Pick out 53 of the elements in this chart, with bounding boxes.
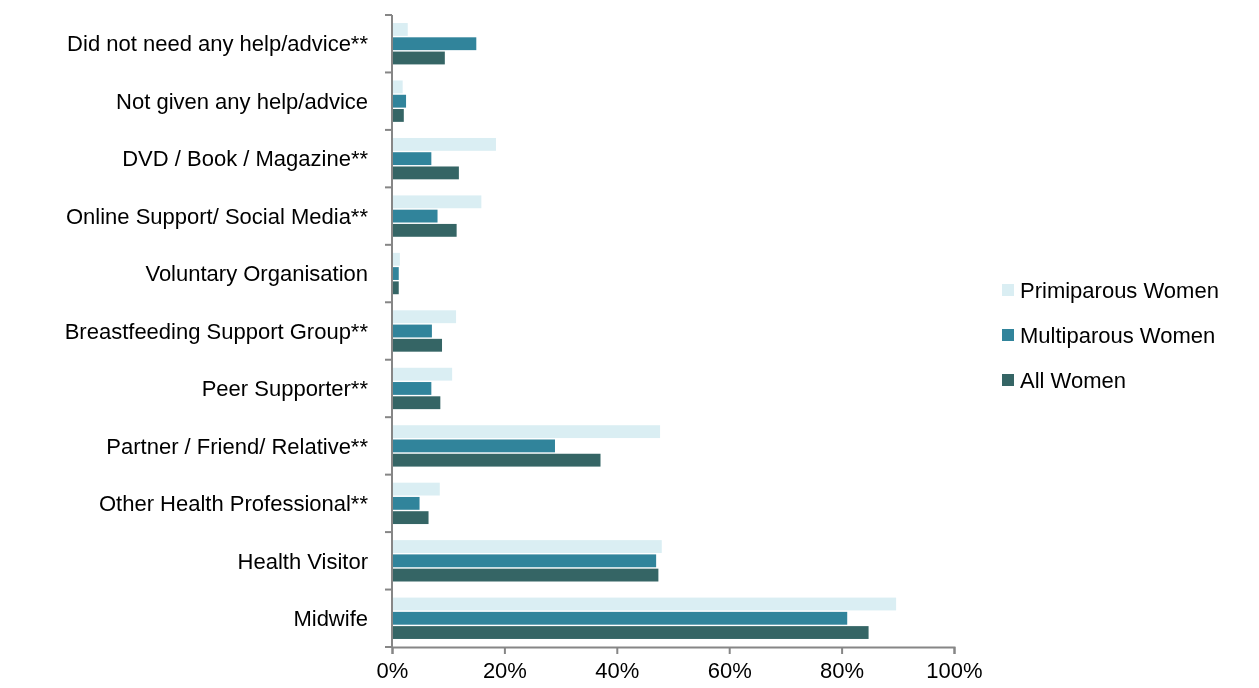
y-tick-label: Online Support/ Social Media** bbox=[65, 203, 369, 229]
y-tick-label: Midwife bbox=[293, 605, 368, 631]
x-tick-label: 80% bbox=[820, 657, 865, 683]
y-tick-label: Not given any help/advice bbox=[116, 88, 368, 114]
bar bbox=[392, 568, 659, 582]
bar bbox=[392, 37, 477, 51]
bar bbox=[392, 267, 399, 280]
bar bbox=[392, 152, 432, 166]
bar bbox=[392, 597, 897, 611]
y-tick-label: Did not need any help/advice** bbox=[67, 31, 369, 57]
legend-label: All Women bbox=[1020, 367, 1126, 393]
bar bbox=[392, 324, 432, 338]
y-tick-label: DVD / Book / Magazine** bbox=[122, 146, 369, 172]
bar bbox=[392, 252, 400, 266]
bar bbox=[392, 51, 445, 65]
bar bbox=[392, 23, 408, 36]
y-tick-label: Partner / Friend/ Relative** bbox=[106, 433, 369, 459]
bar bbox=[392, 482, 440, 496]
bar bbox=[392, 382, 432, 395]
bar bbox=[392, 109, 404, 122]
bar bbox=[392, 611, 848, 625]
bar bbox=[392, 209, 438, 223]
bar bbox=[392, 195, 482, 209]
bar bbox=[392, 425, 661, 439]
bar bbox=[392, 338, 443, 352]
legend-label: Primiparous Women bbox=[1020, 277, 1219, 303]
x-tick-label: 20% bbox=[482, 657, 527, 683]
bar bbox=[392, 80, 403, 94]
y-tick-label: Breastfeeding Support Group** bbox=[64, 318, 369, 344]
bar bbox=[392, 626, 869, 639]
y-tick-label: Other Health Professional** bbox=[98, 491, 369, 517]
bar bbox=[392, 439, 555, 453]
y-tick-label: Peer Supporter** bbox=[201, 376, 369, 402]
y-tick-label: Voluntary Organisation bbox=[145, 261, 368, 287]
bar bbox=[392, 137, 496, 151]
bar bbox=[392, 396, 441, 410]
bar bbox=[392, 540, 662, 553]
legend-label: Multiparous Women bbox=[1020, 322, 1216, 348]
y-tick-label: Health Visitor bbox=[237, 548, 368, 574]
bar bbox=[392, 281, 399, 295]
bar bbox=[392, 511, 429, 525]
bar bbox=[392, 94, 407, 108]
x-tick-label: 100% bbox=[926, 657, 983, 683]
bar bbox=[392, 367, 453, 381]
bar bbox=[392, 166, 459, 180]
x-tick-label: 0% bbox=[376, 657, 409, 683]
bar bbox=[392, 554, 657, 568]
bar bbox=[392, 496, 420, 510]
bar bbox=[392, 310, 457, 324]
x-tick-label: 60% bbox=[707, 657, 752, 683]
x-tick-label: 40% bbox=[595, 657, 640, 683]
bar bbox=[392, 453, 601, 467]
bar bbox=[392, 223, 457, 237]
